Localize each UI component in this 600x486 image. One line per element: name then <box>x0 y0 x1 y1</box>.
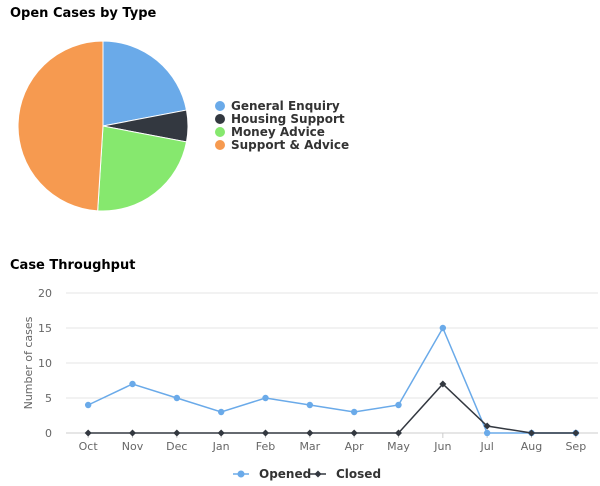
data-point-opened[interactable] <box>173 394 181 402</box>
data-point-opened[interactable] <box>395 401 402 409</box>
x-tick-label-aug: Aug <box>521 440 542 453</box>
data-point-closed[interactable] <box>439 380 447 388</box>
legend-marker <box>314 470 322 478</box>
series-opened[interactable] <box>84 324 580 437</box>
x-tick-label-jul: Jul <box>480 440 494 453</box>
x-tick-label-feb: Feb <box>256 440 275 453</box>
y-tick-label: 0 <box>45 427 52 440</box>
legend-marker <box>215 127 225 137</box>
data-point-opened[interactable] <box>439 324 447 332</box>
legend-label: Money Advice <box>231 125 325 139</box>
pie-slice-support-advice[interactable] <box>17 40 104 212</box>
data-point-opened[interactable] <box>483 429 491 437</box>
legend-item-support-advice[interactable]: Support & Advice <box>215 138 349 152</box>
data-point-opened[interactable] <box>262 394 269 402</box>
legend-label: Support & Advice <box>231 138 349 152</box>
pie-slice-general-enquiry[interactable] <box>102 40 188 127</box>
data-point-closed[interactable] <box>217 429 225 437</box>
x-tick-label-nov: Nov <box>122 440 144 453</box>
y-tick-label: 15 <box>38 322 52 335</box>
pie-chart-title: Open Cases by Type <box>10 6 157 21</box>
line-chart: 0 5 10 15 20 Oct Nov Dec Jan Feb Mar Apr May Jun Jul Au… <box>22 287 598 453</box>
legend-item-money-advice[interactable]: Money Advice <box>215 125 325 139</box>
x-tick-label-sep: Sep <box>565 440 586 453</box>
legend-marker <box>237 470 245 478</box>
legend-item-closed[interactable]: Closed <box>310 467 381 481</box>
legend-marker <box>215 140 225 150</box>
legend-item-general-enquiry[interactable]: General Enquiry <box>215 99 340 113</box>
legend-label: Housing Support <box>231 112 345 126</box>
data-point-closed[interactable] <box>129 429 136 437</box>
legend-marker <box>215 114 225 124</box>
x-tick-label-dec: Dec <box>166 440 187 453</box>
legend-label: General Enquiry <box>231 99 340 113</box>
data-point-closed[interactable] <box>84 429 92 437</box>
y-tick-label: 5 <box>45 392 52 405</box>
series-closed[interactable] <box>84 380 580 437</box>
x-tick-label-apr: Apr <box>345 440 365 453</box>
data-point-closed[interactable] <box>395 429 402 437</box>
line-chart-title: Case Throughput <box>10 258 136 273</box>
y-tick-label: 20 <box>38 287 52 300</box>
y-axis-title: Number of cases <box>22 316 35 409</box>
data-point-opened[interactable] <box>217 408 225 416</box>
pie-slice-money-advice[interactable] <box>97 125 188 212</box>
data-point-closed[interactable] <box>173 429 181 437</box>
data-point-closed[interactable] <box>306 429 314 437</box>
legend-item-housing-support[interactable]: Housing Support <box>215 112 345 126</box>
x-tick-label-oct: Oct <box>79 440 99 453</box>
x-tick-label-may: May <box>387 440 410 453</box>
series-line-opened <box>87 326 576 434</box>
data-point-closed[interactable] <box>572 429 580 437</box>
x-tick-label-mar: Mar <box>299 440 320 453</box>
data-point-opened[interactable] <box>129 380 136 388</box>
legend-label: Opened <box>259 467 311 481</box>
data-point-opened[interactable] <box>306 401 314 409</box>
line-legend: Opened Closed <box>233 467 381 481</box>
x-tick-label-jun: Jun <box>433 440 451 453</box>
series-line-closed <box>88 382 576 434</box>
legend-label: Closed <box>336 467 381 481</box>
legend-item-opened[interactable]: Opened <box>233 467 311 481</box>
data-point-opened[interactable] <box>84 401 92 409</box>
x-tick-label-jan: Jan <box>212 440 230 453</box>
legend-marker <box>215 101 225 111</box>
pie-chart <box>17 40 189 212</box>
data-point-closed[interactable] <box>483 422 491 430</box>
data-point-closed[interactable] <box>350 429 358 437</box>
data-point-closed[interactable] <box>528 429 535 437</box>
data-point-opened[interactable] <box>350 408 358 416</box>
y-tick-label: 10 <box>38 357 52 370</box>
data-point-closed[interactable] <box>262 429 269 437</box>
